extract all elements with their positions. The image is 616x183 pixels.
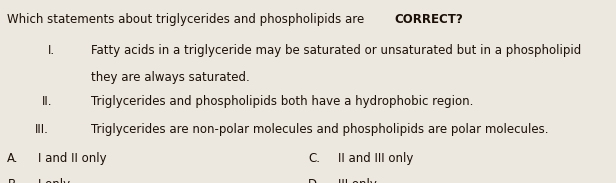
Text: they are always saturated.: they are always saturated. — [91, 71, 250, 84]
Text: CORRECT?: CORRECT? — [394, 13, 463, 26]
Text: II.: II. — [42, 95, 52, 108]
Text: D.: D. — [308, 178, 321, 183]
Text: II and III only: II and III only — [338, 152, 413, 165]
Text: B.: B. — [7, 178, 19, 183]
Text: C.: C. — [308, 152, 320, 165]
Text: Triglycerides and phospholipids both have a hydrophobic region.: Triglycerides and phospholipids both hav… — [91, 95, 474, 108]
Text: I only: I only — [38, 178, 70, 183]
Text: A.: A. — [7, 152, 19, 165]
Text: I.: I. — [48, 44, 55, 57]
Text: Fatty acids in a triglyceride may be saturated or unsaturated but in a phospholi: Fatty acids in a triglyceride may be sat… — [91, 44, 582, 57]
Text: I and II only: I and II only — [38, 152, 107, 165]
Text: Triglycerides are non-polar molecules and phospholipids are polar molecules.: Triglycerides are non-polar molecules an… — [91, 123, 549, 136]
Text: Which statements about triglycerides and phospholipids are: Which statements about triglycerides and… — [7, 13, 368, 26]
Text: III only: III only — [338, 178, 376, 183]
Text: III.: III. — [34, 123, 49, 136]
